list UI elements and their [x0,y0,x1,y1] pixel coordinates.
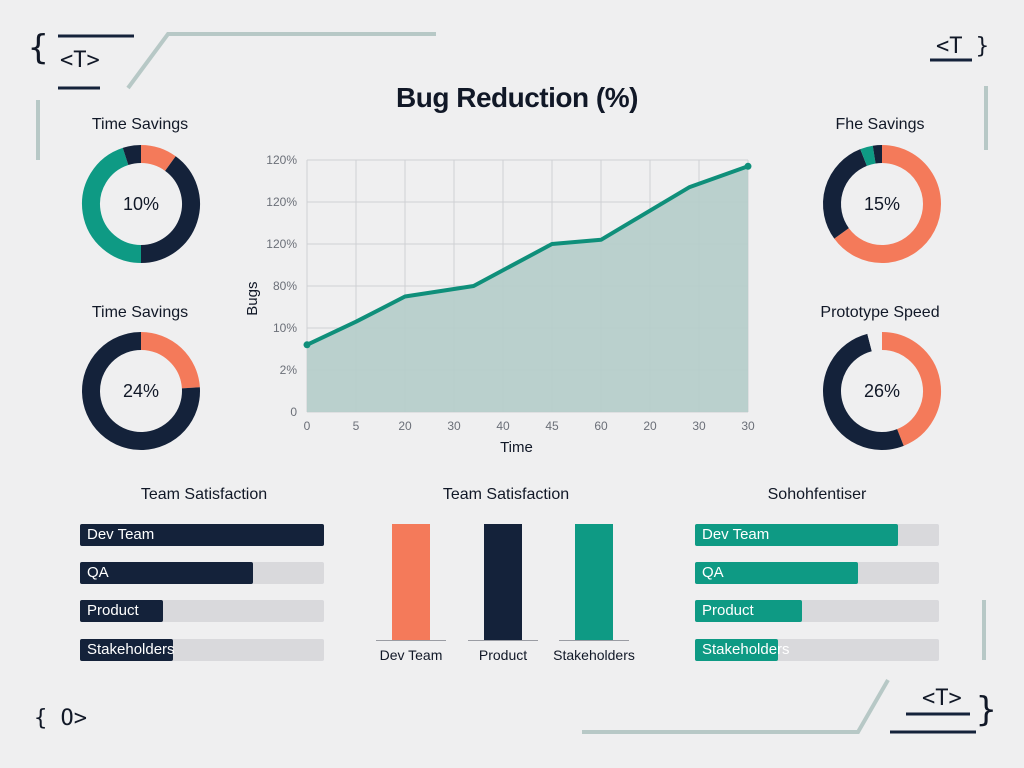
bar-label-qa: QA [702,564,724,581]
data-point [744,162,752,170]
left-bar-chart: Dev Team QA Product Stakeholders [80,524,324,664]
chart-title: Bug Reduction (%) [396,82,638,113]
area-chart: 0 2% 10% 80% 120% 120% 120% 0 5 20 30 40 45 60 20 30 30 T… [244,153,755,456]
donut-slice [860,145,876,166]
bar-dev-team [80,524,324,546]
donut-3: 15% [820,142,944,266]
x-tick-label: 45 [545,419,559,433]
donut-2-title: Time Savings [91,304,189,321]
series-line [306,164,749,347]
left-bars-title: Team Satisfaction [140,486,268,503]
x-tick-label: 5 [353,419,360,433]
tag-top-left: <T> [60,48,100,73]
bar-qa [80,562,254,584]
donut-slice [140,145,176,172]
bar-track: Dev Team [695,524,939,546]
bar-product [80,600,163,622]
donut-3-title: Fhe Savings [835,116,925,133]
donut-slice [834,145,941,263]
donut-4: 26% [820,329,944,453]
vbar-label-dev-team: Dev Team [379,647,443,663]
x-tick-label: 20 [643,419,657,433]
y-tick-label: 2% [280,363,298,377]
donut-4-title: Prototype Speed [820,304,940,321]
tag-bottom-left: { O> [34,706,87,731]
bar-track: Stakeholders [695,639,939,661]
x-tick-label: 20 [398,419,412,433]
donut-3-value: 15% [863,193,901,214]
middle-bar-chart [376,524,629,641]
right-bar-chart: Dev Team QA Product Stakeholders [695,524,939,664]
bar-track: Stakeholders [80,639,324,661]
bar-stakeholders [80,639,173,661]
donut-slice [122,145,142,166]
donut-1-value: 10% [122,193,160,214]
donut-slice [872,145,883,164]
bar-qa [695,562,859,584]
x-tick-label: 0 [304,419,311,433]
donut-4-value: 26% [863,380,901,401]
vbar-label-product: Product [478,647,528,663]
bar-stakeholders [695,639,778,661]
bar-label-qa: QA [87,564,109,581]
y-tick-label: 120% [266,153,297,167]
x-tick-label: 30 [741,419,755,433]
y-tick-label: 0 [290,405,297,419]
donut-2-value: 24% [122,380,160,401]
data-point [303,341,311,349]
vbar [392,524,430,640]
bar-dev-team [695,524,898,546]
x-tick-label: 30 [447,419,461,433]
brace-open-top-left: { [28,28,49,68]
bar-track: QA [695,562,939,584]
x-tick-label: 60 [594,419,608,433]
area-fill [307,166,748,412]
donut-slice [823,149,868,239]
donut-slice [82,147,142,263]
donut-slice [82,332,200,450]
bar-product [695,600,803,622]
bar-label-product: Product [87,602,139,619]
donut-slice [881,332,941,446]
bar-label-dev-team: Dev Team [87,526,155,543]
donut-1: 10% [79,142,203,266]
donut-1-title: Time Savings [91,116,189,133]
x-tick-label: 40 [496,419,510,433]
bar-label-stakeholders: Stakeholders [87,641,175,658]
donut-slice [867,332,883,352]
bar-label-product: Product [702,602,754,619]
x-tick-label: 30 [692,419,706,433]
tag-bottom-right: <T> [922,686,962,711]
donut-slice [140,332,200,389]
deco-line [582,679,890,734]
vbar [484,524,522,640]
x-axis-label: Time [500,439,533,456]
donut-2: 24% [79,329,203,453]
tag-top-right: <T } [936,34,989,59]
y-tick-label: 80% [273,279,297,293]
bar-label-dev-team: Dev Team [702,526,770,543]
middle-bars-title: Team Satisfaction [442,486,570,503]
bar-track: QA [80,562,324,584]
y-axis-label: Bugs [244,281,261,315]
brace-close-bottom-right: } [976,690,997,730]
donut-slice [823,333,904,450]
right-bars-title: Sohohfentiser [767,486,867,503]
bar-track: Product [80,600,324,622]
deco-line [126,32,436,90]
vbar-label-stakeholders: Stakeholders [553,647,635,663]
y-tick-label: 120% [266,195,297,209]
y-tick-label: 120% [266,237,297,251]
y-tick-label: 10% [273,321,297,335]
donut-slice [140,156,200,263]
bar-label-stakeholders: Stakeholders [702,641,790,658]
vbar [575,524,613,640]
bar-track: Product [695,600,939,622]
bar-track: Dev Team [80,524,324,546]
